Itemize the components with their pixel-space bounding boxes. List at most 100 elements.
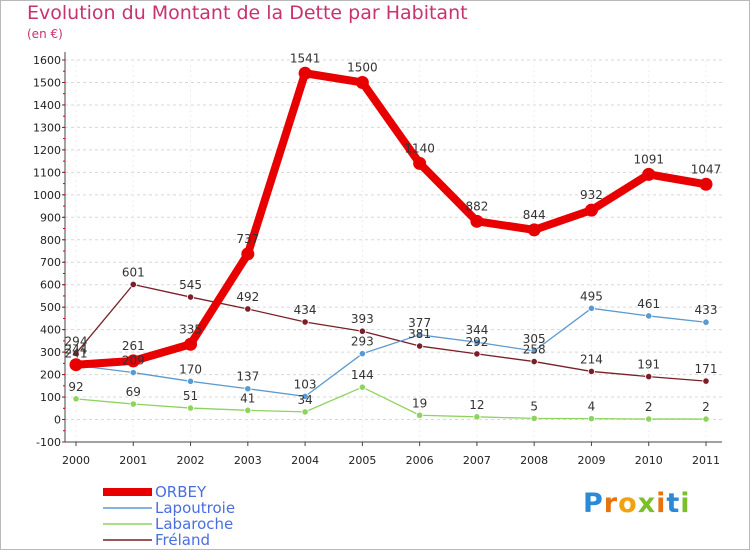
point-fréland-2006 bbox=[416, 342, 424, 350]
y-tick-label: 1600 bbox=[33, 54, 61, 67]
point-fréland-2010 bbox=[645, 373, 653, 381]
data-label-fréland: 294 bbox=[65, 334, 88, 348]
point-labaroche-2011 bbox=[702, 415, 710, 423]
point-orbey-2005 bbox=[355, 75, 369, 89]
data-label-labaroche: 19 bbox=[412, 396, 427, 410]
data-label-lapoutroie: 433 bbox=[695, 303, 718, 317]
data-label-labaroche: 92 bbox=[68, 380, 83, 394]
x-tick-label: 2010 bbox=[635, 454, 663, 467]
data-label-fréland: 545 bbox=[179, 278, 202, 292]
point-orbey-2011 bbox=[699, 177, 713, 191]
data-label-labaroche: 5 bbox=[530, 399, 538, 413]
data-label-labaroche: 41 bbox=[240, 391, 255, 405]
point-fréland-2009 bbox=[587, 367, 596, 376]
point-lapoutroie-2010 bbox=[645, 312, 653, 320]
point-labaroche-2002 bbox=[186, 404, 195, 412]
y-tick-label: 1100 bbox=[33, 166, 61, 179]
point-lapoutroie-2003 bbox=[244, 385, 252, 393]
point-fréland-2002 bbox=[186, 293, 195, 301]
data-label-labaroche: 144 bbox=[351, 368, 374, 382]
x-tick-label: 2003 bbox=[234, 454, 262, 467]
point-labaroche-2000 bbox=[72, 395, 80, 403]
data-label-labaroche: 34 bbox=[297, 393, 312, 407]
data-label-orbey: 1500 bbox=[347, 60, 378, 74]
point-lapoutroie-2007 bbox=[473, 338, 481, 346]
data-label-fréland: 492 bbox=[236, 290, 259, 304]
point-labaroche-2005 bbox=[358, 383, 366, 391]
data-label-orbey: 261 bbox=[122, 339, 145, 353]
data-label-labaroche: 12 bbox=[469, 398, 484, 412]
data-label-fréland: 258 bbox=[523, 343, 546, 357]
x-tick-label: 2007 bbox=[463, 454, 491, 467]
data-label-orbey: 844 bbox=[523, 208, 546, 222]
proxiti-logo: Proxiti bbox=[583, 488, 691, 519]
data-label-lapoutroie: 305 bbox=[523, 332, 546, 346]
x-tick-label: 2011 bbox=[692, 454, 720, 467]
x-tick-label: 2005 bbox=[348, 454, 376, 467]
point-orbey-2001 bbox=[126, 354, 140, 368]
data-label-orbey: 1541 bbox=[290, 51, 321, 65]
point-fréland-2011 bbox=[702, 377, 710, 385]
data-label-orbey: 737 bbox=[236, 232, 259, 246]
x-tick-label: 2006 bbox=[406, 454, 434, 467]
y-tick-label: 700 bbox=[40, 256, 61, 269]
data-label-orbey: 882 bbox=[465, 199, 488, 213]
point-lapoutroie-2006 bbox=[416, 331, 424, 339]
data-label-orbey: 1047 bbox=[691, 162, 722, 176]
data-label-fréland: 214 bbox=[580, 352, 603, 366]
data-label-lapoutroie: 170 bbox=[179, 362, 202, 376]
legend-label-labaroche: Labaroche bbox=[155, 515, 233, 533]
chart-subtitle: (en €) bbox=[27, 27, 63, 41]
point-fréland-2001 bbox=[129, 280, 137, 289]
data-label-lapoutroie: 103 bbox=[294, 377, 317, 391]
x-tick-label: 2004 bbox=[291, 454, 319, 467]
data-label-labaroche: 69 bbox=[126, 385, 141, 399]
data-label-fréland: 191 bbox=[637, 358, 660, 372]
point-labaroche-2007 bbox=[473, 413, 481, 421]
point-orbey-2002 bbox=[184, 337, 198, 351]
point-fréland-2007 bbox=[473, 350, 481, 358]
data-label-labaroche: 4 bbox=[588, 400, 596, 414]
point-orbey-2010 bbox=[642, 167, 656, 181]
data-label-orbey: 1140 bbox=[404, 141, 435, 155]
point-fréland-2008 bbox=[530, 357, 538, 366]
point-orbey-2008 bbox=[527, 223, 541, 237]
data-label-lapoutroie: 293 bbox=[351, 335, 374, 349]
point-labaroche-2004 bbox=[301, 408, 309, 416]
y-tick-label: -100 bbox=[36, 436, 61, 449]
point-labaroche-2008 bbox=[530, 414, 538, 423]
data-label-lapoutroie: 344 bbox=[465, 323, 488, 337]
data-label-fréland: 434 bbox=[294, 303, 317, 317]
data-label-lapoutroie: 461 bbox=[637, 297, 660, 311]
y-tick-label: 300 bbox=[40, 346, 61, 359]
point-orbey-2003 bbox=[241, 247, 255, 261]
y-tick-label: 1400 bbox=[33, 99, 61, 112]
x-tick-label: 2009 bbox=[577, 454, 605, 467]
point-lapoutroie-2001 bbox=[129, 368, 137, 377]
point-fréland-2004 bbox=[301, 318, 309, 326]
data-label-orbey: 244 bbox=[65, 343, 88, 357]
point-labaroche-2003 bbox=[244, 406, 252, 414]
data-label-fréland: 393 bbox=[351, 312, 374, 326]
data-label-fréland: 292 bbox=[465, 335, 488, 349]
point-labaroche-2006 bbox=[416, 411, 424, 419]
data-label-lapoutroie: 137 bbox=[236, 370, 259, 384]
data-label-labaroche: 51 bbox=[183, 389, 198, 403]
y-tick-label: 1200 bbox=[33, 144, 61, 157]
x-tick-label: 2008 bbox=[520, 454, 548, 467]
chart-title: Evolution du Montant de la Dette par Hab… bbox=[27, 2, 468, 24]
series-line-lapoutroie bbox=[75, 307, 707, 398]
point-lapoutroie-2009 bbox=[587, 304, 596, 312]
y-tick-label: 100 bbox=[40, 391, 61, 404]
point-orbey-2007 bbox=[470, 214, 484, 228]
x-tick-label: 2000 bbox=[62, 454, 90, 467]
point-lapoutroie-2004 bbox=[301, 392, 309, 400]
point-orbey-2006 bbox=[413, 156, 427, 170]
data-label-orbey: 1091 bbox=[633, 152, 664, 166]
y-tick-label: 0 bbox=[54, 414, 61, 427]
legend-label-fréland: Fréland bbox=[155, 531, 210, 549]
point-orbey-2000 bbox=[69, 358, 83, 372]
point-lapoutroie-2005 bbox=[358, 350, 366, 358]
